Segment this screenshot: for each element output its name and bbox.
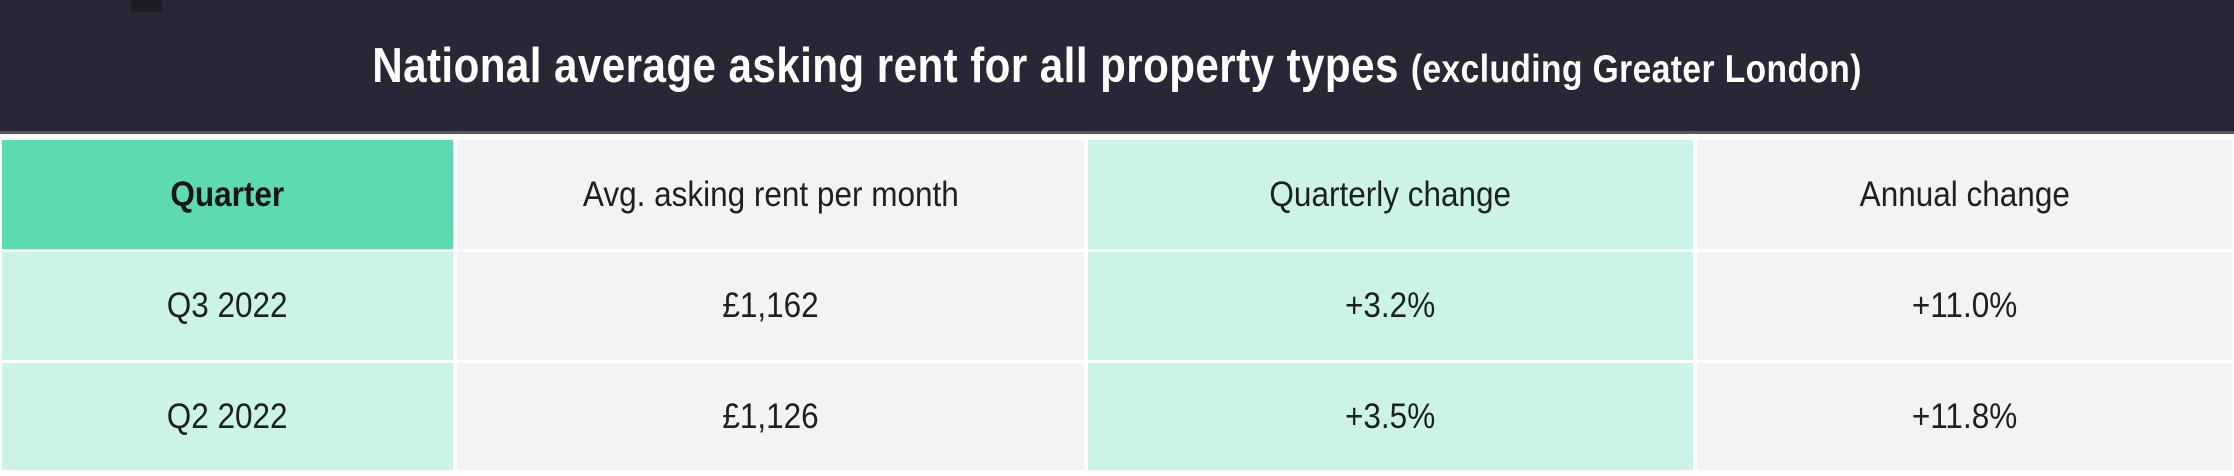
cell-quarter: Q3 2022 [2,252,453,360]
cell-annual-change-value: +11.0% [1911,286,2018,325]
rent-table: Quarter Avg. asking rent per month Quart… [2,140,2232,470]
cell-quarterly-change-value: +3.5% [1345,396,1436,436]
cell-avg-rent-value: £1,162 [722,286,819,325]
col-header-quarter: Quarter [2,140,453,249]
col-header-quarter-label: Quarter [170,174,285,214]
cell-quarterly-change: +3.2% [1088,252,1693,360]
col-header-annual-change: Annual change [1697,140,2232,249]
col-header-avg-rent-label: Avg. asking rent per month [582,174,959,214]
cell-quarter-value: Q3 2022 [167,286,288,325]
table-wrap: Quarter Avg. asking rent per month Quart… [0,134,2234,470]
cell-annual-change: +11.0% [1697,252,2232,360]
col-header-quarterly-change-label: Quarterly change [1269,174,1512,214]
page-title-suffix: (excluding Greater London) [1410,47,1862,91]
cell-annual-change-value: +11.8% [1911,396,2018,436]
cell-avg-rent: £1,162 [457,252,1084,360]
cell-quarterly-change-value: +3.2% [1345,286,1436,325]
cell-quarterly-change: +3.5% [1088,363,1693,470]
col-header-avg-rent: Avg. asking rent per month [457,140,1084,249]
title-bar-accent-square [131,0,162,12]
cell-quarter: Q2 2022 [2,363,453,470]
cell-avg-rent: £1,126 [457,363,1084,470]
col-header-annual-change-label: Annual change [1859,174,2070,214]
page-title-main: National average asking rent for all pro… [372,38,1399,93]
cell-avg-rent-value: £1,126 [722,396,819,436]
page-title: National average asking rent for all pro… [372,38,1862,94]
cell-annual-change: +11.8% [1697,363,2232,470]
title-bar: National average asking rent for all pro… [0,0,2234,131]
col-header-quarterly-change: Quarterly change [1088,140,1693,249]
title-bar-underline [0,131,2234,134]
cell-quarter-value: Q2 2022 [167,396,288,436]
